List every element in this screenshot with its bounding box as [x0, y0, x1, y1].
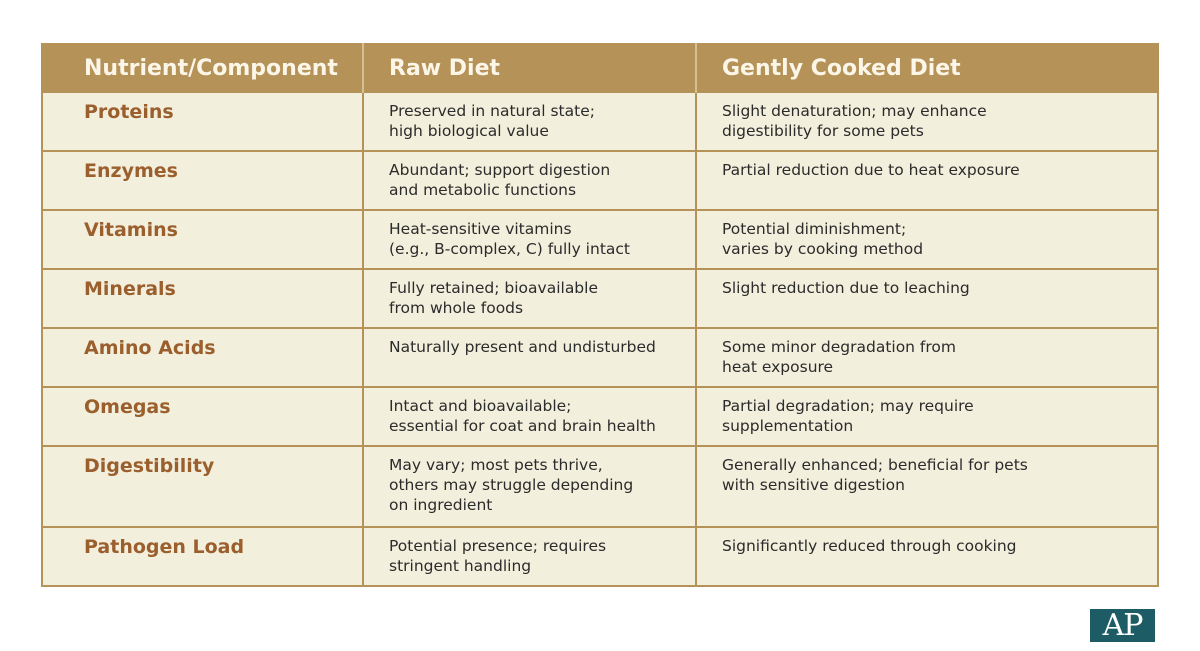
- header-nutrient: Nutrient/Component: [42, 44, 364, 92]
- row-cooked-value: Significantly reduced through cooking: [695, 526, 1159, 587]
- row-cooked-value: Partial reduction due to heat exposure: [695, 150, 1159, 211]
- comparison-table-container: Nutrient/Component Raw Diet Gently Cooke…: [41, 43, 1159, 587]
- table-row: Omegas Intact and bioavailable; essentia…: [41, 386, 1159, 447]
- row-cooked-value: Slight denaturation; may enhance digesti…: [695, 91, 1159, 152]
- row-cooked-value: Potential diminishment; varies by cookin…: [695, 209, 1159, 270]
- row-cooked-value: Generally enhanced; beneficial for pets …: [695, 445, 1159, 528]
- row-cooked-value: Some minor degradation from heat exposur…: [695, 327, 1159, 388]
- row-cooked-value: Slight reduction due to leaching: [695, 268, 1159, 329]
- row-name: Enzymes: [41, 150, 364, 211]
- ap-logo: AP: [1090, 609, 1155, 642]
- row-raw-value: Heat-sensitive vitamins (e.g., B-complex…: [362, 209, 697, 270]
- row-name: Proteins: [41, 91, 364, 152]
- row-raw-value: Abundant; support digestion and metaboli…: [362, 150, 697, 211]
- row-name: Minerals: [41, 268, 364, 329]
- row-name: Pathogen Load: [41, 526, 364, 587]
- table-row: Amino Acids Naturally present and undist…: [41, 327, 1159, 388]
- table-header-row: Nutrient/Component Raw Diet Gently Cooke…: [42, 44, 1158, 92]
- row-raw-value: Fully retained; bioavailable from whole …: [362, 268, 697, 329]
- row-name: Omegas: [41, 386, 364, 447]
- row-raw-value: Intact and bioavailable; essential for c…: [362, 386, 697, 447]
- row-name: Amino Acids: [41, 327, 364, 388]
- table-row: Vitamins Heat-sensitive vitamins (e.g., …: [41, 209, 1159, 270]
- row-raw-value: Potential presence; requires stringent h…: [362, 526, 697, 587]
- row-cooked-value: Partial degradation; may require supplem…: [695, 386, 1159, 447]
- header-raw-diet: Raw Diet: [363, 44, 697, 92]
- row-raw-value: Preserved in natural state; high biologi…: [362, 91, 697, 152]
- comparison-table: Nutrient/Component Raw Diet Gently Cooke…: [41, 43, 1159, 587]
- header-cooked-diet: Gently Cooked Diet: [696, 44, 1158, 92]
- row-raw-value: May vary; most pets thrive, others may s…: [362, 445, 697, 528]
- table-row: Digestibility May vary; most pets thrive…: [41, 445, 1159, 528]
- table-row: Proteins Preserved in natural state; hig…: [41, 91, 1159, 152]
- table-row: Pathogen Load Potential presence; requir…: [41, 526, 1159, 587]
- row-name: Vitamins: [41, 209, 364, 270]
- table-row: Enzymes Abundant; support digestion and …: [41, 150, 1159, 211]
- row-raw-value: Naturally present and undisturbed: [362, 327, 697, 388]
- table-row: Minerals Fully retained; bioavailable fr…: [41, 268, 1159, 329]
- row-name: Digestibility: [41, 445, 364, 528]
